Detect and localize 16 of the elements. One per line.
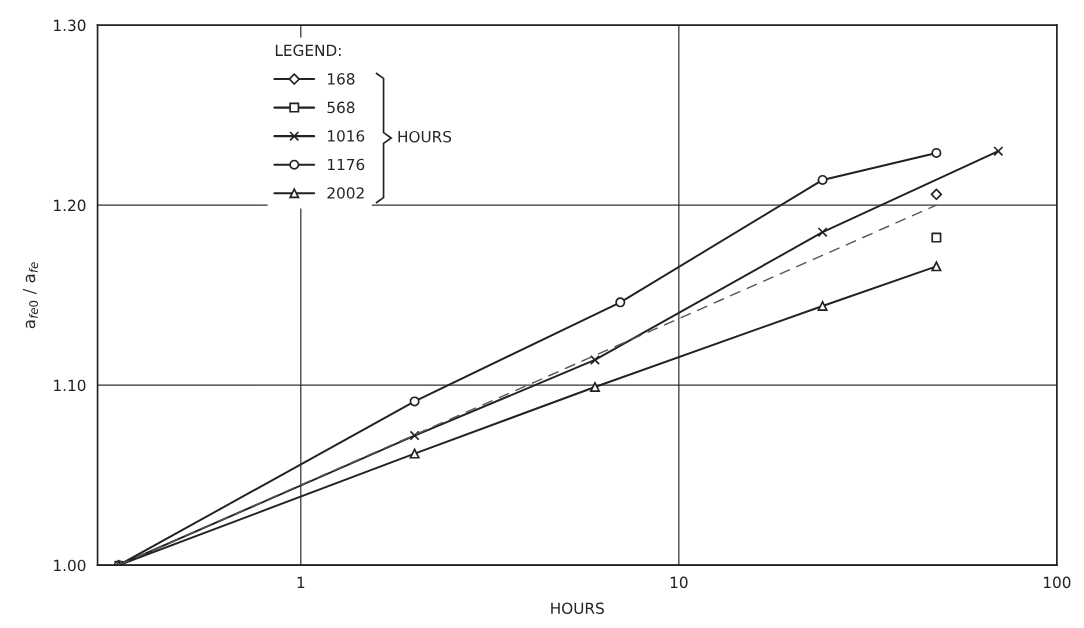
y-tick-label: 1.20 <box>54 199 86 212</box>
annotation: HOURS <box>398 130 452 143</box>
legend-label: 2002 <box>327 187 364 199</box>
legend-label: 1016 <box>328 130 365 142</box>
legend-title: LEGEND: <box>275 44 341 57</box>
y-tick-label: 1.00 <box>54 559 86 572</box>
x-tick-label: 100 <box>1044 576 1071 589</box>
legend-label: 1176 <box>328 158 365 171</box>
legend-label: 168 <box>328 73 355 85</box>
x-tick-label: 1 <box>297 576 305 588</box>
x-tick-label: 10 <box>670 576 688 589</box>
x-axis-title: HOURS <box>551 602 604 615</box>
y-tick-label: 1.30 <box>54 19 86 32</box>
y-axis-title: a$_{fe0}$ / a$_{fe}$ <box>22 262 38 329</box>
legend-label: 568 <box>327 101 355 114</box>
y-tick-label: 1.10 <box>54 379 86 392</box>
